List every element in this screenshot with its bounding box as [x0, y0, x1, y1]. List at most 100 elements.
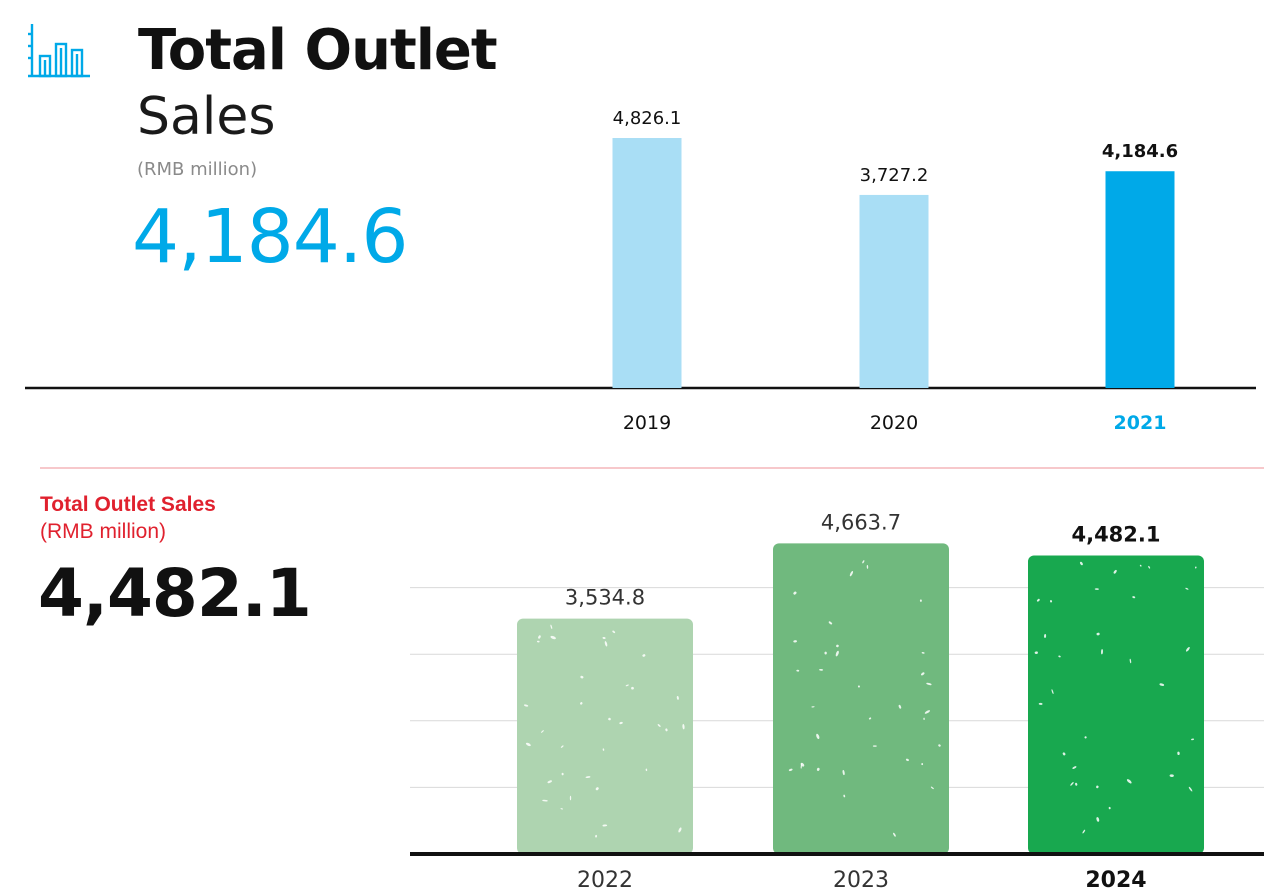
bar-texture-speck — [1082, 829, 1086, 834]
bar-texture-speck — [921, 762, 924, 766]
bar-texture-speck — [602, 748, 605, 751]
data-label-2022: 3,534.8 — [565, 586, 645, 610]
bar-texture-speck — [1096, 632, 1100, 636]
bar-texture-speck — [938, 744, 941, 747]
bar-texture-speck — [676, 696, 679, 700]
bar-texture-speck — [560, 808, 564, 810]
bar-texture-speck — [1177, 751, 1180, 756]
bar-texture-speck — [868, 717, 872, 720]
unit-label-2: (RMB million) — [40, 520, 166, 543]
tick-label-2022: 2022 — [577, 868, 633, 893]
bar-texture-speck — [625, 684, 629, 687]
bar-texture-speck — [1188, 786, 1193, 792]
bar-texture-speck — [1185, 646, 1190, 652]
bar-texture-speck — [1051, 689, 1054, 694]
bar-texture-speck — [816, 767, 820, 771]
bar-texture-speck — [1194, 566, 1197, 569]
bar-texture-speck — [1044, 634, 1047, 639]
bar-texture-speck — [866, 564, 869, 569]
bar-2021 — [1105, 171, 1175, 388]
bar-texture-speck — [631, 686, 634, 690]
bar-texture-speck — [1034, 651, 1038, 654]
bar-texture-speck — [898, 704, 902, 709]
bar-texture-speck — [657, 724, 661, 727]
bar-texture-speck — [665, 728, 668, 732]
data-label-2021: 4,184.6 — [1102, 141, 1178, 162]
bar-texture-speck — [536, 640, 540, 643]
bar-texture-speck — [1084, 736, 1087, 739]
bar-texture-speck — [788, 768, 793, 772]
bar-2022 — [517, 618, 693, 854]
bar-texture-speck — [905, 758, 909, 762]
bar-texture-speck — [793, 591, 797, 595]
bar-texture-speck — [612, 630, 616, 634]
bar-2019 — [612, 138, 682, 388]
bar-texture-speck — [569, 795, 572, 801]
bar-texture-speck — [1113, 569, 1117, 574]
bar-texture-speck — [642, 654, 646, 657]
tick-label-2019: 2019 — [623, 412, 671, 434]
bar-texture-speck — [1108, 806, 1111, 810]
bar-texture-speck — [1079, 561, 1083, 566]
bar-texture-speck — [816, 733, 820, 740]
bar-texture-speck — [525, 742, 531, 747]
bar-texture-speck — [524, 704, 529, 707]
bar-texture-speck — [857, 685, 860, 688]
bar-texture-speck — [608, 717, 611, 721]
bar-texture-speck — [1129, 658, 1132, 664]
bar-texture-speck — [893, 832, 896, 837]
tick-label-2023: 2023 — [833, 868, 889, 893]
bar-texture-speck — [872, 745, 877, 747]
bar-texture-speck — [1072, 766, 1077, 769]
bar-texture-speck — [541, 730, 544, 733]
bar-texture-speck — [835, 650, 839, 657]
bar-texture-speck — [538, 635, 541, 639]
bar-texture-speck — [924, 710, 930, 714]
bar-texture-speck — [1185, 587, 1189, 590]
bar-texture-speck — [800, 762, 805, 767]
data-label-2019: 4,826.1 — [613, 108, 682, 129]
bar-texture-speck — [930, 786, 934, 790]
bar-texture-speck — [1101, 649, 1103, 655]
bar-texture-speck — [1132, 596, 1136, 599]
bar-texture-speck — [1094, 588, 1099, 590]
tick-label-2020: 2020 — [870, 412, 918, 434]
chart-2019-2021: 4,826.1 2019 3,727.2 2020 4,184.6 2021 — [25, 108, 1256, 434]
bar-texture-speck — [843, 794, 846, 798]
bar-texture-speck — [595, 834, 598, 838]
bar-chart-icon — [28, 24, 90, 78]
bar-texture-speck — [560, 745, 564, 748]
bar-texture-speck — [793, 640, 797, 643]
unit-label: (RMB million) — [137, 159, 258, 180]
bar-texture-speck — [921, 652, 925, 654]
bar-texture-speck — [1096, 817, 1100, 822]
data-label-2023: 4,663.7 — [821, 510, 901, 534]
bar-texture-speck — [842, 770, 845, 776]
bar-texture-speck — [682, 723, 685, 730]
bar-texture-speck — [921, 672, 925, 676]
bar-texture-speck — [862, 560, 865, 564]
bar-texture-speck — [1049, 600, 1053, 603]
bar-texture-speck — [1058, 655, 1061, 658]
bar-texture-speck — [542, 799, 548, 802]
bar-texture-speck — [926, 682, 932, 686]
bar-texture-speck — [547, 780, 552, 784]
bar-texture-speck — [1139, 564, 1142, 567]
page-title: Total Outlet — [138, 18, 498, 83]
bar-texture-speck — [811, 706, 815, 708]
highlight-value: 4,184.6 — [132, 194, 408, 280]
bar-2023 — [773, 543, 949, 854]
bar-texture-speck — [1126, 779, 1132, 784]
bar-texture-speck — [1070, 782, 1074, 786]
bar-texture-speck — [824, 651, 827, 655]
bar-texture-speck — [580, 675, 584, 679]
bar-texture-speck — [585, 776, 591, 778]
bar-texture-speck — [796, 669, 800, 672]
bar-2024 — [1028, 555, 1204, 854]
bar-texture-speck — [602, 824, 608, 827]
bar-texture-speck — [1038, 702, 1043, 705]
bar-texture-speck — [1191, 738, 1195, 741]
bar-texture-speck — [828, 621, 833, 625]
bar-2020 — [859, 194, 929, 388]
